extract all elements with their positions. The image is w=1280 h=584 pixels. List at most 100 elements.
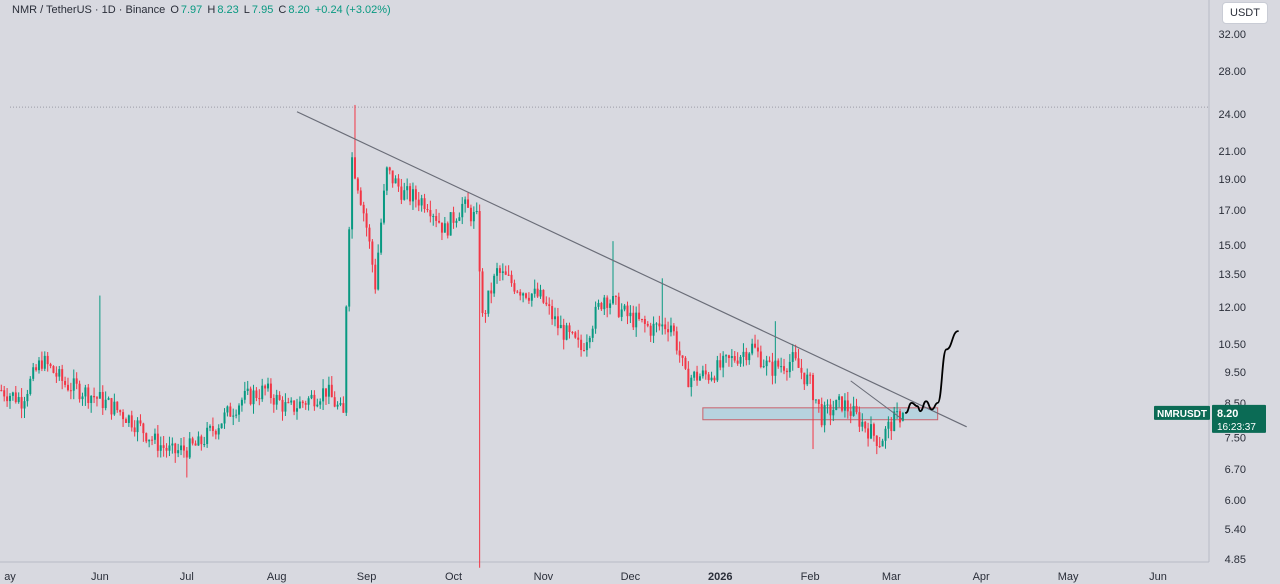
candle-body	[533, 288, 536, 294]
time-tick-label: Mar	[882, 571, 901, 583]
candle-body	[206, 427, 209, 445]
candle-body	[255, 390, 258, 399]
candle-body	[817, 399, 820, 405]
candle-body	[730, 356, 733, 359]
candle-body	[664, 324, 667, 330]
candle-body	[235, 414, 238, 416]
candle-body	[577, 337, 580, 340]
price-tick-label: 6.00	[1225, 495, 1246, 507]
candle-body	[649, 325, 652, 336]
candle-body	[661, 324, 664, 327]
candle-body	[870, 424, 872, 439]
candle-body	[719, 360, 722, 368]
candle-body	[229, 406, 232, 417]
candle-body	[353, 157, 356, 179]
candle-body	[177, 450, 180, 454]
candle-body	[713, 377, 716, 381]
candle-body	[388, 167, 391, 171]
candle-body	[519, 291, 522, 296]
candle-body	[214, 430, 217, 435]
candle-body	[313, 394, 316, 407]
candle-body	[107, 398, 110, 400]
candle-body	[197, 436, 200, 446]
candle-body	[148, 439, 151, 442]
candle-body	[359, 190, 362, 205]
candle-body	[301, 401, 304, 404]
candle-body	[823, 405, 826, 426]
candle-body	[742, 351, 745, 357]
candle-body	[716, 360, 719, 381]
candle-body	[498, 268, 501, 273]
candle-body	[356, 178, 359, 191]
candle-body	[513, 283, 516, 292]
candle-body	[565, 325, 568, 340]
candle-body	[46, 355, 49, 365]
candle-body	[672, 325, 675, 332]
candle-body	[710, 377, 713, 381]
candle-body	[35, 367, 38, 371]
projection-drawing[interactable]	[904, 330, 959, 414]
candle-body	[539, 289, 542, 297]
candle-body	[406, 186, 409, 191]
candle-body	[748, 353, 751, 361]
price-tick-label: 32.00	[1218, 29, 1246, 41]
candle-body	[87, 387, 90, 403]
candle-body	[464, 199, 467, 204]
candle-body	[507, 274, 510, 276]
candle-body	[736, 360, 739, 364]
currency-button[interactable]: USDT	[1222, 2, 1268, 24]
candle-body	[127, 415, 130, 423]
candle-body	[452, 212, 455, 223]
candle-body	[72, 378, 75, 391]
candle-body	[58, 369, 61, 377]
candle-body	[745, 351, 748, 361]
candle-body	[583, 349, 585, 351]
high-value: 8.23	[217, 4, 239, 16]
candle-body	[681, 355, 684, 358]
time-tick-label: 2026	[708, 571, 732, 583]
candle-body	[296, 408, 298, 412]
candle-body	[240, 399, 243, 406]
candle-body	[800, 367, 803, 373]
candle-body	[371, 241, 374, 265]
candle-body	[287, 402, 290, 404]
candle-body	[252, 390, 255, 405]
ticker-badge	[1154, 405, 1210, 420]
candle-body	[159, 445, 162, 451]
high-label: H	[207, 4, 216, 16]
symbol-title[interactable]: NMR / TetherUS · 1D · Binance	[12, 4, 166, 16]
candle-body	[600, 302, 603, 310]
candle-body	[698, 376, 701, 381]
candle-body	[351, 157, 354, 230]
candle-body	[449, 212, 452, 236]
candle-body	[890, 421, 893, 432]
short-trendline[interactable]	[850, 380, 904, 421]
candle-body	[846, 400, 849, 412]
candle-body	[568, 325, 571, 333]
candle-body	[727, 355, 730, 359]
time-tick-label: Feb	[801, 571, 820, 583]
candle-body	[336, 404, 339, 407]
candle-body	[632, 312, 635, 328]
candle-body	[119, 410, 122, 413]
candle-body	[153, 433, 156, 440]
candle-body	[768, 360, 771, 362]
candle-body	[417, 199, 420, 206]
candle-body	[258, 398, 261, 400]
candle-body	[139, 420, 142, 424]
candle-body	[896, 411, 899, 413]
candle-body	[626, 305, 629, 317]
candle-body	[785, 370, 788, 373]
candle-body	[751, 343, 754, 354]
change-value: +0.24 (+3.02%)	[314, 4, 391, 16]
candle-body	[17, 397, 20, 403]
candle-body	[261, 385, 264, 400]
candle-body	[151, 439, 154, 441]
candle-body	[597, 302, 600, 307]
candle-body	[243, 390, 246, 400]
candle-body	[6, 396, 9, 402]
candle-body	[435, 216, 438, 221]
descending-trendline[interactable]	[296, 111, 967, 428]
candle-body	[9, 395, 11, 402]
